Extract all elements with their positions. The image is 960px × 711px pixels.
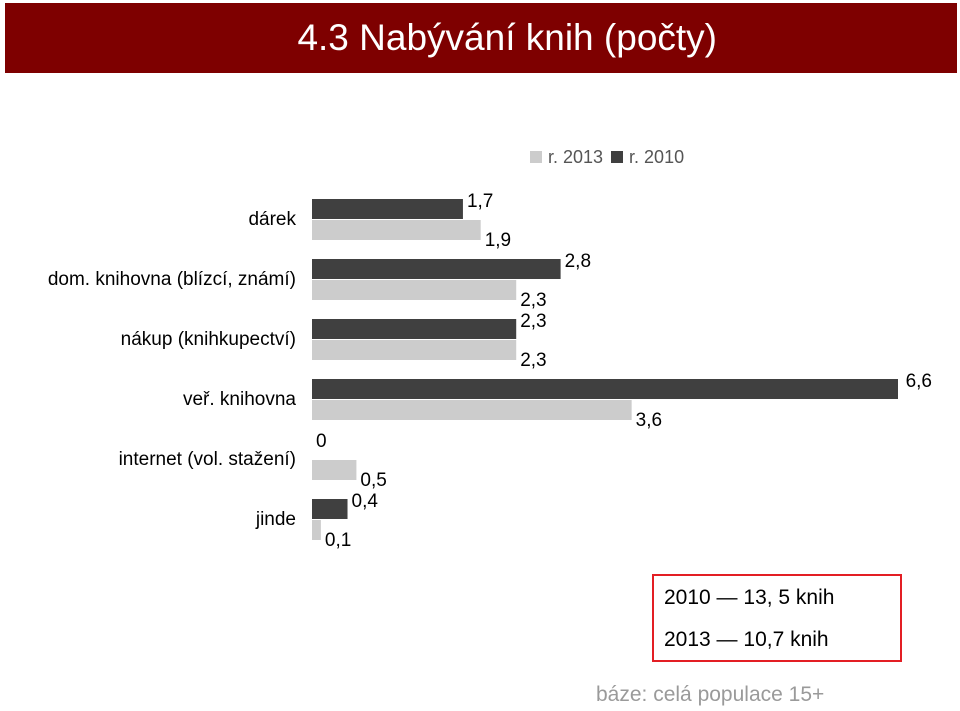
category-label: veř. knihovna [183, 389, 296, 410]
bar-2013 [312, 400, 632, 420]
bar-2010 [312, 199, 463, 219]
data-label-2013: 0,5 [360, 470, 386, 491]
data-label-2010: 0 [316, 431, 327, 452]
category-label: dom. knihovna (blízcí, známí) [48, 269, 296, 290]
bar-2013 [312, 520, 321, 540]
legend-item-2010: r. 2010 [611, 147, 684, 168]
data-label-2013: 1,9 [485, 230, 511, 251]
page-title: 4.3 Nabývání knih (počty) [297, 17, 717, 58]
bar-2010 [312, 259, 561, 279]
legend-swatch-2010 [611, 151, 624, 163]
chart-legend: r. 2013 r. 2010 [530, 146, 692, 168]
data-label-2010: 6,6 [906, 371, 932, 392]
data-label-2010: 0,4 [352, 491, 379, 512]
bar-2010 [312, 379, 898, 399]
data-label-2013: 2,3 [520, 290, 546, 311]
data-label-2010: 2,3 [520, 311, 546, 332]
bar-2013 [312, 280, 517, 300]
category-label: dárek [248, 209, 296, 230]
data-label-2013: 3,6 [636, 410, 662, 431]
legend-item-2013: r. 2013 [530, 147, 603, 168]
category-label: jinde [255, 509, 296, 530]
bar-2010 [312, 499, 348, 519]
summary-box: 2010 — 13, 5 knih 2013 — 10,7 knih [652, 574, 902, 662]
data-label-2010: 2,8 [565, 251, 591, 272]
summary-line-2010: 2010 — 13, 5 knih [664, 586, 835, 609]
data-label-2013: 0,1 [325, 530, 351, 551]
category-label: nákup (knihkupectví) [121, 329, 296, 350]
summary-line-2013: 2013 — 10,7 knih [664, 628, 829, 651]
legend-label-2013: r. 2013 [548, 146, 604, 167]
bar-2010 [312, 319, 517, 339]
data-label-2010: 1,7 [467, 191, 493, 212]
legend-label-2010: r. 2010 [629, 146, 685, 167]
legend-swatch-2013 [530, 151, 542, 163]
base-footnote: báze: celá populace 15+ [596, 683, 825, 706]
category-label: internet (vol. stažení) [119, 449, 296, 470]
bar-2013 [312, 220, 481, 240]
bar-2013 [312, 460, 357, 480]
title-bar: 4.3 Nabývání knih (počty) [5, 3, 957, 73]
data-label-2013: 2,3 [520, 350, 546, 371]
bar-2013 [312, 340, 517, 360]
